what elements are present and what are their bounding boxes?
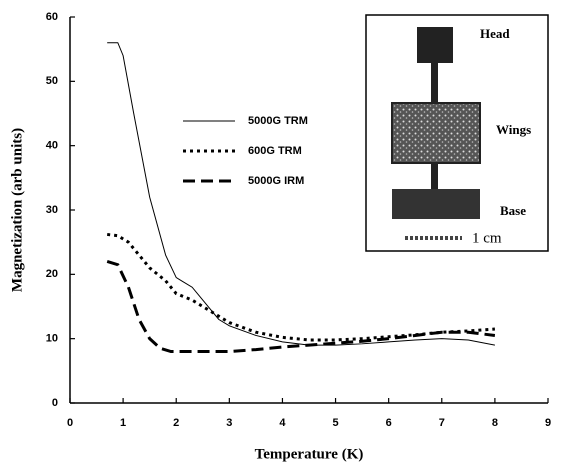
y-tick-label: 0	[52, 397, 58, 409]
y-tick-label: 10	[46, 333, 58, 345]
legend-label: 5000G TRM	[248, 115, 308, 127]
inset-label: Base	[500, 203, 526, 218]
x-tick-label: 2	[173, 417, 179, 429]
legend-label: 5000G IRM	[248, 175, 304, 187]
y-tick-label: 30	[46, 204, 58, 216]
inset-label: Head	[480, 26, 510, 41]
inset: Head Wings Base 1 cm	[365, 14, 549, 252]
x-tick-label: 0	[67, 417, 73, 429]
series-line	[106, 260, 496, 354]
y-tick-label: 50	[46, 75, 58, 87]
y-tick-label: 60	[46, 11, 58, 23]
y-axis-label: Magnetization (arb units)	[9, 128, 25, 292]
x-tick-label: 5	[332, 417, 338, 429]
x-tick-label: 9	[545, 417, 551, 429]
x-tick-label: 7	[439, 417, 445, 429]
series-line	[107, 42, 495, 346]
x-tick-label: 8	[492, 417, 498, 429]
series-line	[106, 232, 495, 342]
inset-label: Wings	[496, 122, 531, 137]
x-tick-label: 1	[120, 417, 126, 429]
legend-label: 600G TRM	[248, 145, 302, 157]
x-tick-label: 3	[226, 417, 232, 429]
inset-label: 1 cm	[472, 230, 502, 246]
y-tick-label: 20	[46, 268, 58, 280]
x-tick-label: 4	[279, 417, 286, 429]
x-axis-label: Temperature (K)	[255, 446, 364, 462]
y-tick-label: 40	[46, 140, 58, 152]
x-tick-label: 6	[386, 417, 392, 429]
